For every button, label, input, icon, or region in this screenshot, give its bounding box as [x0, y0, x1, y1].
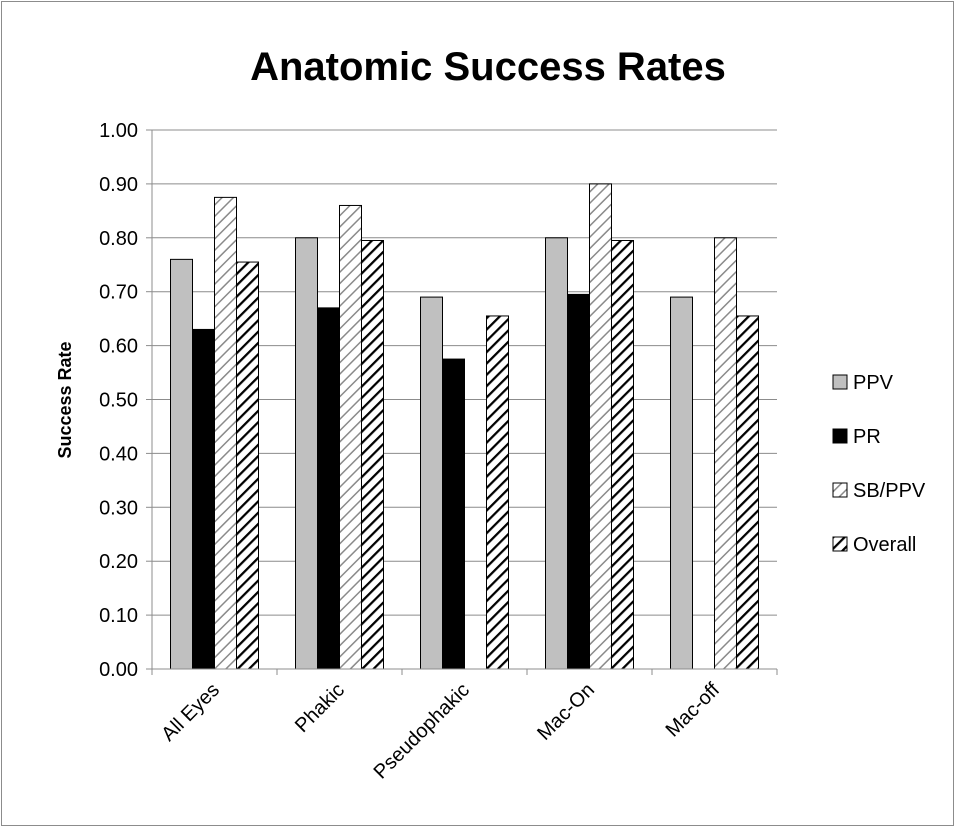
x-category-label: Mac-off: [662, 679, 725, 742]
bar-ppv-mac-off: [670, 296, 693, 670]
legend-label: Overall: [853, 534, 916, 556]
x-category-label: Phakic: [291, 679, 349, 737]
legend-swatch: [832, 482, 848, 498]
y-tick-label: 1.00: [99, 120, 138, 142]
bar-ppv-all-eyes: [170, 258, 193, 670]
y-tick-label: 0.00: [99, 659, 138, 681]
axes: [151, 130, 778, 675]
bar-ppv-mac-on: [545, 237, 568, 670]
bar-overall-phakic: [361, 239, 384, 670]
legend-label: PR: [853, 426, 881, 448]
bar-pr-all-eyes: [192, 328, 215, 670]
legend-swatch: [832, 374, 848, 390]
bar-sb-ppv-phakic: [339, 204, 362, 670]
x-category-label: Mac-On: [533, 679, 599, 745]
x-axis-categories: All Eyes Phakic Pseudophakic Mac-On Mac-off: [157, 679, 724, 784]
bar-sb-ppv-all-eyes: [214, 196, 237, 670]
y-tick-label: 0.60: [99, 336, 138, 358]
y-tick-label: 0.50: [99, 390, 138, 412]
bar-pr-phakic: [317, 307, 340, 670]
bar-overall-mac-off: [736, 315, 759, 670]
legend-swatch: [832, 428, 848, 444]
y-axis-ticks: 0.00 0.10 0.20 0.30 0.40 0.50 0.60 0.70 0.80 0.90…: [99, 120, 152, 681]
x-category-label: All Eyes: [157, 679, 224, 746]
bar-sb-ppv-mac-on: [589, 183, 612, 670]
legend-label: SB/PPV: [853, 480, 926, 502]
legend-label: PPV: [853, 372, 894, 394]
y-tick-label: 0.30: [99, 497, 138, 519]
bars: [170, 183, 759, 670]
chart-title: Anatomic Success Rates: [250, 45, 726, 89]
bar-overall-mac-on: [611, 239, 634, 670]
bar-ppv-phakic: [295, 237, 318, 670]
bar-ppv-pseudophakic: [420, 296, 443, 670]
bar-overall-pseudophakic: [486, 315, 509, 670]
bar-overall-all-eyes: [236, 261, 259, 670]
y-tick-label: 0.80: [99, 228, 138, 250]
bar-pr-pseudophakic: [442, 358, 465, 670]
bar-sb-ppv-mac-off: [714, 237, 737, 670]
y-tick-label: 0.40: [99, 443, 138, 465]
y-axis-label: Success Rate: [55, 341, 75, 458]
x-category-label: Pseudophakic: [370, 679, 474, 783]
y-tick-label: 0.10: [99, 605, 138, 627]
legend: PPV PR SB/PPV Overall: [832, 372, 926, 556]
y-tick-label: 0.90: [99, 174, 138, 196]
legend-swatch: [832, 536, 848, 552]
bar-pr-mac-on: [567, 293, 590, 670]
y-tick-label: 0.20: [99, 551, 138, 573]
y-tick-label: 0.70: [99, 282, 138, 304]
